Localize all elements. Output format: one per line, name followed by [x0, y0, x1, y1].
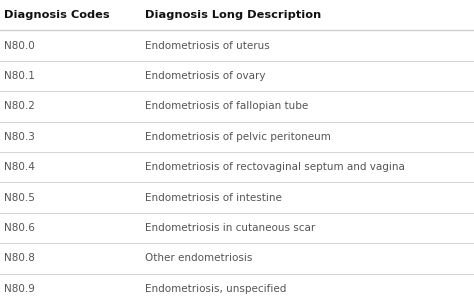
Bar	[0, 122, 474, 152]
Text: Endometriosis of fallopian tube: Endometriosis of fallopian tube	[145, 102, 308, 111]
Text: N80.5: N80.5	[4, 193, 35, 202]
Text: Endometriosis of intestine: Endometriosis of intestine	[145, 193, 282, 202]
Text: N80.8: N80.8	[4, 254, 35, 263]
Text: N80.3: N80.3	[4, 132, 35, 142]
Text: Endometriosis of ovary: Endometriosis of ovary	[145, 71, 265, 81]
Text: N80.0: N80.0	[4, 41, 35, 50]
Text: Endometriosis of pelvic peritoneum: Endometriosis of pelvic peritoneum	[145, 132, 330, 142]
Text: Endometriosis, unspecified: Endometriosis, unspecified	[145, 284, 286, 294]
Text: Other endometriosis: Other endometriosis	[145, 254, 252, 263]
Text: Diagnosis Codes: Diagnosis Codes	[4, 10, 109, 20]
Bar	[0, 274, 474, 304]
Bar	[0, 152, 474, 182]
Text: N80.6: N80.6	[4, 223, 35, 233]
Text: N80.1: N80.1	[4, 71, 35, 81]
Bar	[0, 243, 474, 274]
Bar	[0, 213, 474, 243]
Text: N80.4: N80.4	[4, 162, 35, 172]
Bar	[0, 61, 474, 91]
Text: N80.9: N80.9	[4, 284, 35, 294]
Text: Diagnosis Long Description: Diagnosis Long Description	[145, 10, 321, 20]
Text: N80.2: N80.2	[4, 102, 35, 111]
Text: Endometriosis of rectovaginal septum and vagina: Endometriosis of rectovaginal septum and…	[145, 162, 404, 172]
Bar	[0, 91, 474, 122]
Text: Endometriosis of uterus: Endometriosis of uterus	[145, 41, 269, 50]
Bar	[0, 30, 474, 61]
Bar	[0, 182, 474, 213]
Text: Endometriosis in cutaneous scar: Endometriosis in cutaneous scar	[145, 223, 315, 233]
